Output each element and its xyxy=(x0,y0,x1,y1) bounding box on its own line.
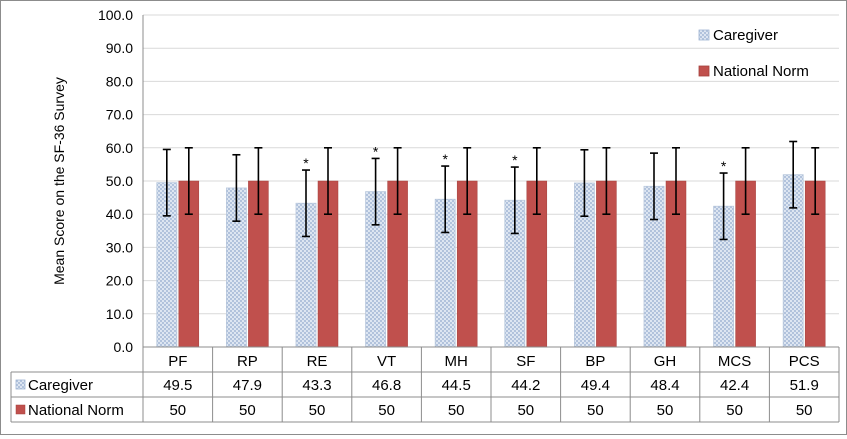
table-cell-caregiver-sf: 44.2 xyxy=(511,377,540,394)
table-cell-national-norm-bp: 50 xyxy=(587,402,604,419)
x-tick-label-gh: GH xyxy=(654,353,677,370)
table-row-label-caregiver: Caregiver xyxy=(28,377,93,394)
x-tick-label-pf: PF xyxy=(168,353,187,370)
significance-marker-mh: * xyxy=(442,151,448,167)
legend-label-caregiver: Caregiver xyxy=(713,27,778,44)
y-tick-label: 30.0 xyxy=(106,239,133,255)
table-cell-caregiver-bp: 49.4 xyxy=(581,377,610,394)
table-cell-national-norm-pf: 50 xyxy=(169,402,186,419)
table-cell-caregiver-gh: 48.4 xyxy=(650,377,679,394)
table-cell-caregiver-pf: 49.5 xyxy=(163,377,192,394)
table-cell-national-norm-gh: 50 xyxy=(657,402,674,419)
x-tick-label-rp: RP xyxy=(237,353,258,370)
table-cell-caregiver-vt: 46.8 xyxy=(372,377,401,394)
x-tick-label-mcs: MCS xyxy=(718,353,751,370)
table-row-label-national-norm: National Norm xyxy=(28,402,124,419)
table-cell-national-norm-sf: 50 xyxy=(517,402,534,419)
table-cell-caregiver-pcs: 51.9 xyxy=(790,377,819,394)
y-tick-label: 20.0 xyxy=(106,273,133,289)
table-cell-national-norm-mcs: 50 xyxy=(726,402,743,419)
y-tick-label: 100.0 xyxy=(98,7,133,23)
table-cell-national-norm-re: 50 xyxy=(309,402,326,419)
legend-swatch-national-norm xyxy=(698,65,710,77)
significance-marker-mcs: * xyxy=(721,158,727,174)
table-key-national-norm xyxy=(15,404,26,415)
significance-marker-sf: * xyxy=(512,152,518,168)
x-tick-label-mh: MH xyxy=(445,353,468,370)
significance-marker-vt: * xyxy=(373,143,379,159)
y-tick-label: 90.0 xyxy=(106,40,133,56)
x-tick-label-sf: SF xyxy=(516,353,535,370)
x-tick-label-vt: VT xyxy=(377,353,396,370)
legend-label-national-norm: National Norm xyxy=(713,63,809,80)
table-key-caregiver xyxy=(15,379,26,390)
significance-marker-re: * xyxy=(303,155,309,171)
table-cell-national-norm-vt: 50 xyxy=(378,402,395,419)
y-axis-label: Mean Score on the SF-36 Survey xyxy=(51,77,67,285)
y-tick-label: 70.0 xyxy=(106,107,133,123)
x-tick-label-pcs: PCS xyxy=(789,353,820,370)
table-cell-caregiver-rp: 47.9 xyxy=(233,377,262,394)
x-tick-label-bp: BP xyxy=(585,353,605,370)
table-cell-caregiver-mh: 44.5 xyxy=(442,377,471,394)
y-tick-label: 50.0 xyxy=(106,173,133,189)
legend-swatch-caregiver xyxy=(698,29,710,41)
table-cell-national-norm-mh: 50 xyxy=(448,402,465,419)
y-tick-label: 0.0 xyxy=(114,339,134,355)
table-cell-caregiver-re: 43.3 xyxy=(302,377,331,394)
table-cell-national-norm-pcs: 50 xyxy=(796,402,813,419)
table-cell-national-norm-rp: 50 xyxy=(239,402,256,419)
x-tick-label-re: RE xyxy=(307,353,328,370)
y-tick-label: 10.0 xyxy=(106,306,133,322)
y-tick-label: 40.0 xyxy=(106,206,133,222)
table-cell-caregiver-mcs: 42.4 xyxy=(720,377,749,394)
y-tick-label: 80.0 xyxy=(106,73,133,89)
y-tick-label: 60.0 xyxy=(106,140,133,156)
